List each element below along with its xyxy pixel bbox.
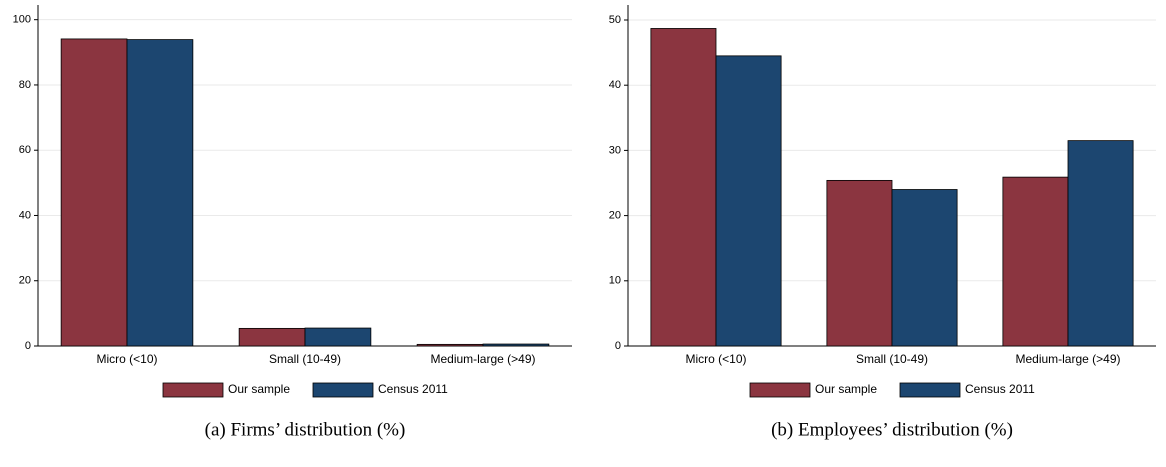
bar xyxy=(238,327,306,347)
bar xyxy=(1002,176,1069,347)
x-tick-label: Micro (<10) xyxy=(685,352,746,366)
chart: 0 20 40 60 80 100 Micro (<10) Small (10-49) Medi… xyxy=(13,5,572,440)
legend-label: Our sample xyxy=(815,382,877,396)
chart: 0 10 20 30 40 50 Micro (<10) Small (10-49) Mediu… xyxy=(609,5,1156,440)
y-tick-label: 10 xyxy=(609,275,621,287)
x-tick-label: Small (10-49) xyxy=(269,352,341,366)
legend-swatch xyxy=(749,382,811,398)
y-tick-label: 20 xyxy=(609,210,621,222)
x-tick-label: Medium-large (>49) xyxy=(430,352,535,366)
bar xyxy=(715,55,782,347)
bar xyxy=(482,343,550,347)
legend-swatch xyxy=(899,382,961,398)
y-tick-label: 0 xyxy=(615,340,621,352)
legend-label: Our sample xyxy=(228,382,290,396)
bar xyxy=(650,28,717,347)
bar xyxy=(826,179,893,347)
legend-swatch xyxy=(162,382,224,398)
legend-swatch xyxy=(312,382,374,398)
bar xyxy=(891,189,958,347)
x-tick-label: Medium-large (>49) xyxy=(1015,352,1120,366)
bar xyxy=(60,38,128,347)
bar xyxy=(416,343,484,347)
y-tick-label: 30 xyxy=(609,144,621,156)
y-tick-label: 0 xyxy=(25,340,31,352)
legend-label: Census 2011 xyxy=(378,382,448,396)
legend-label: Census 2011 xyxy=(965,382,1035,396)
bar xyxy=(304,327,372,347)
y-tick-label: 40 xyxy=(19,209,31,221)
x-tick-label: Small (10-49) xyxy=(856,352,928,366)
y-tick-label: 100 xyxy=(13,14,31,26)
bar xyxy=(1067,140,1134,347)
y-tick-label: 20 xyxy=(19,275,31,287)
y-tick-label: 80 xyxy=(19,79,31,91)
y-tick-label: 50 xyxy=(609,14,621,26)
y-tick-label: 60 xyxy=(19,144,31,156)
y-tick-label: 40 xyxy=(609,79,621,91)
x-tick-label: Micro (<10) xyxy=(96,352,157,366)
chart-caption: (b) Employees’ distribution (%) xyxy=(771,419,1013,440)
bar xyxy=(126,39,194,347)
chart-caption: (a) Firms’ distribution (%) xyxy=(205,419,406,440)
